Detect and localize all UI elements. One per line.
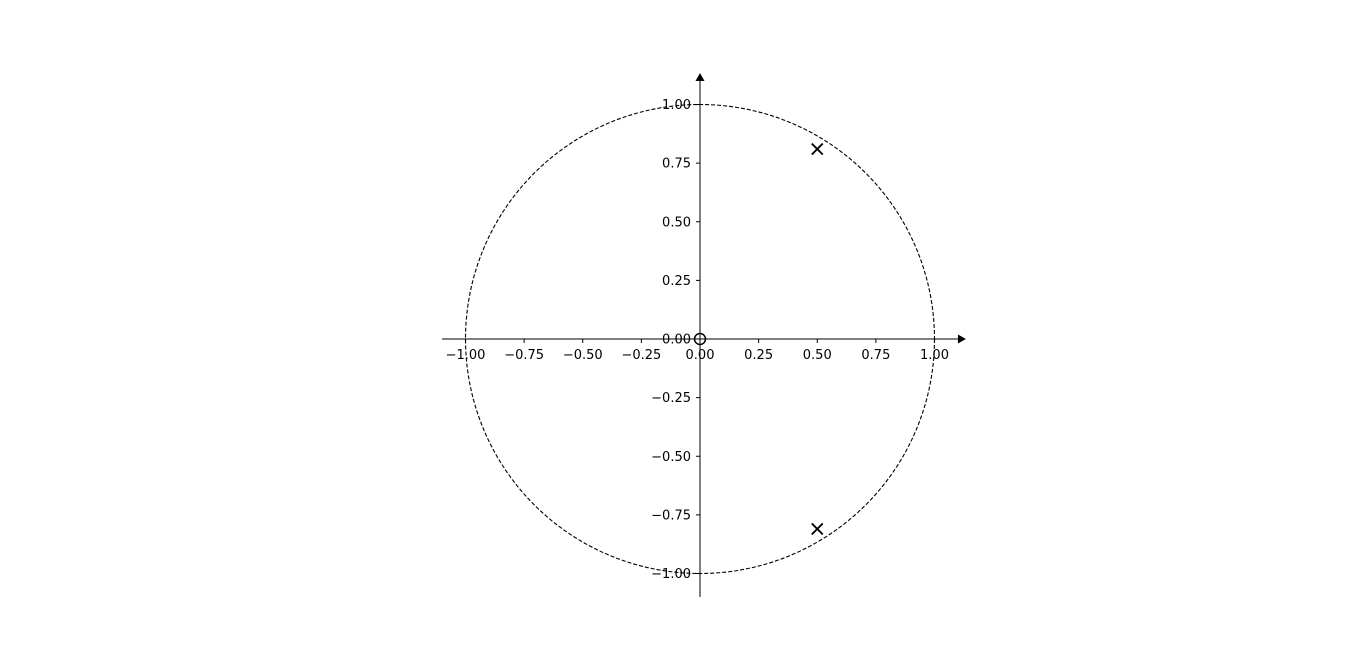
y-tick-label: −0.75 <box>651 508 691 523</box>
x-tick-label: 1.00 <box>920 348 949 363</box>
zero-marker <box>693 332 707 346</box>
pole-stroke <box>811 142 824 156</box>
y-axis-arrowhead <box>695 73 705 82</box>
x-tick-label: −1.00 <box>446 348 486 363</box>
x-tick-label: −0.25 <box>621 348 661 363</box>
y-tick-label: 1.00 <box>662 98 691 113</box>
y-tick-label: −0.25 <box>651 391 691 406</box>
x-tick-label: 0.25 <box>744 348 773 363</box>
pole-marker <box>811 142 824 156</box>
x-ticks: −1.00 −0.75 −0.50 −0.25 0.00 0.25 0.50 0.75 1.00 <box>446 339 949 363</box>
x-tick-label: 0.00 <box>686 348 715 363</box>
y-tick-label: 0.25 <box>662 274 691 289</box>
x-tick-label: −0.50 <box>563 348 603 363</box>
x-tick-label: −0.75 <box>504 348 544 363</box>
x-tick-label: 0.75 <box>861 348 890 363</box>
y-tick-label: 0.50 <box>662 215 691 230</box>
y-tick-label: 0.00 <box>662 333 691 348</box>
y-tick-label: 0.75 <box>662 157 691 172</box>
pole-stroke <box>811 522 824 536</box>
pole-marker <box>811 522 824 536</box>
x-axis-arrowhead <box>957 334 966 344</box>
y-tick-label: −0.50 <box>651 450 691 465</box>
y-ticks: 1.00 0.75 0.50 0.25 0.00 −0.25 −0.50 −0.75 −1.00 <box>651 98 700 582</box>
markers-layer <box>693 142 824 536</box>
y-tick-label: −1.00 <box>651 567 691 582</box>
x-tick-label: 0.50 <box>803 348 832 363</box>
